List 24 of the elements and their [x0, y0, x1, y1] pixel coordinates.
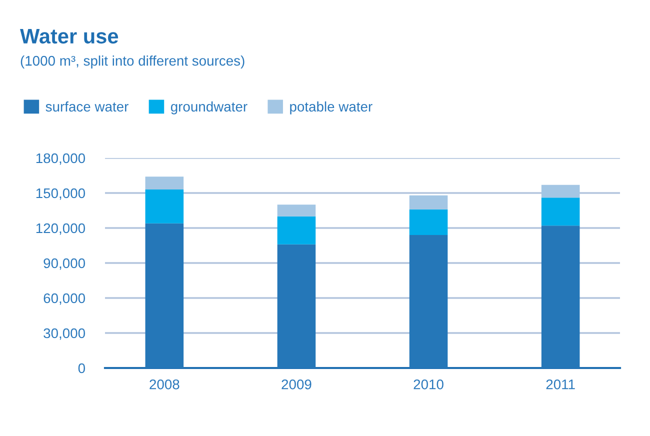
legend-label: potable water: [290, 101, 372, 114]
y-tick-label: 180,000: [36, 153, 86, 165]
bar: [277, 204, 316, 216]
y-tick-label: 30,000: [44, 328, 86, 340]
y-tick-label: 0: [78, 363, 86, 374]
y-tick-label: 60,000: [44, 293, 86, 305]
x-tick-label: 2011: [546, 379, 575, 390]
bar: [409, 195, 448, 210]
bar: [541, 184, 580, 198]
x-tick-label: 2010: [414, 379, 444, 390]
bar: [277, 216, 316, 244]
legend-label: surface water: [46, 101, 128, 112]
chart-subtitle: (1000 m³, split into different sources): [20, 56, 244, 68]
x-tick-label: 2008: [150, 379, 180, 390]
bar: [145, 190, 184, 224]
y-tick-label: 90,000: [44, 258, 86, 270]
legend-label: groundwater: [170, 101, 248, 114]
bar: [541, 198, 580, 226]
bar: [409, 209, 448, 235]
y-tick-label: 120,000: [36, 223, 86, 235]
y-tick-label: 150,000: [36, 188, 86, 200]
bar: [145, 176, 184, 190]
x-tick-label: 2009: [282, 379, 312, 390]
chart-title: Water use: [20, 29, 118, 44]
